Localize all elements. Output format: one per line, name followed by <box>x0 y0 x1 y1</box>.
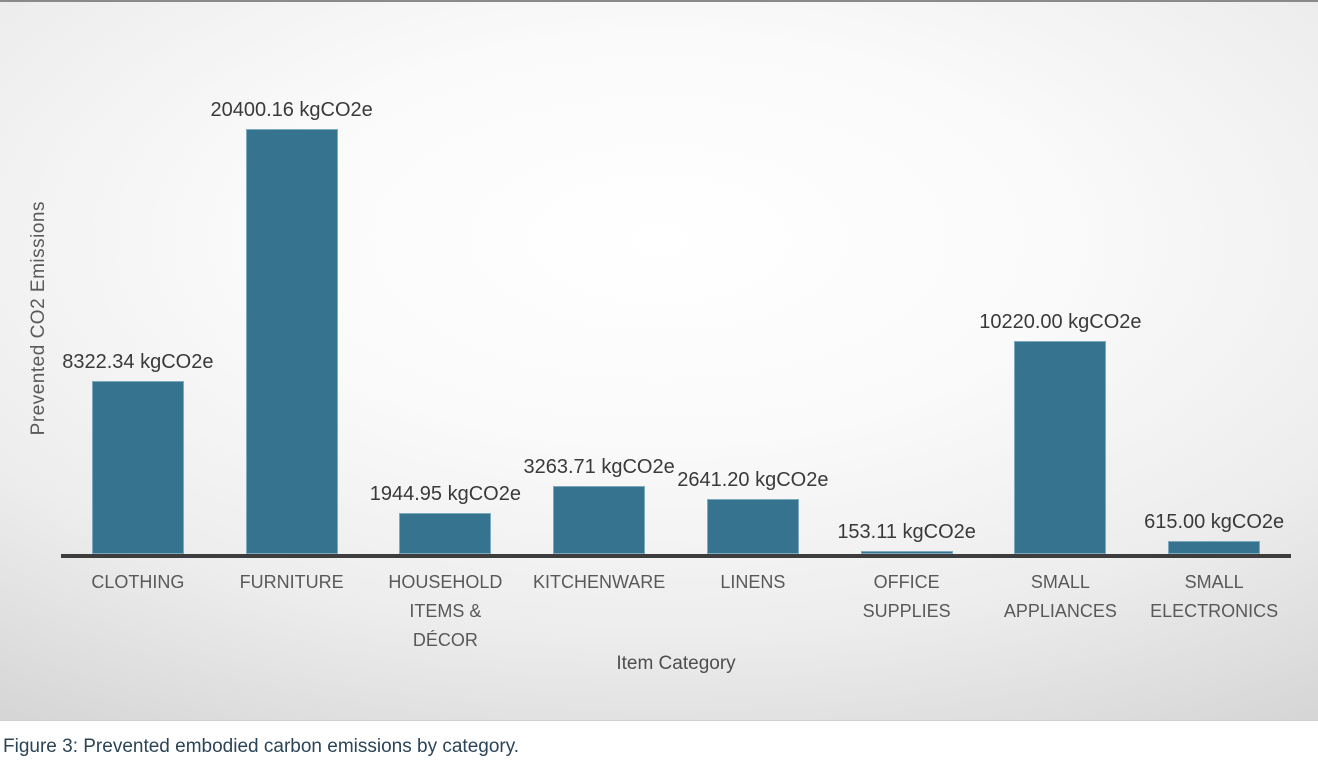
bar-value-label-6: 10220.00 kgCO2e <box>979 311 1142 333</box>
bar-value-label-5: 153.11 kgCO2e <box>837 521 976 543</box>
bar-column-3: 3263.71 kgCO2e <box>522 84 676 554</box>
bar-7 <box>1168 541 1261 554</box>
category-tick-5: OFFICE SUPPLIES <box>862 572 951 621</box>
category-tick-6: SMALL APPLIANCES <box>1003 572 1117 621</box>
bar-6 <box>1014 341 1107 554</box>
x-axis-title: Item Category <box>616 653 736 674</box>
category-axis: CLOTHING FURNITURE HOUSEHOLD ITEMS & DÉCOR… <box>61 568 1291 655</box>
y-axis-title-text: Prevented CO2 Emissions <box>28 200 49 436</box>
bar-column-0: 8322.34 kgCO2e <box>61 84 215 554</box>
plot-area: 8322.34 kgCO2e 20400.16 kgCO2e 1944.95 kgC… <box>61 84 1291 554</box>
figure-caption: Figure 3: Prevented embodied carbon emis… <box>3 736 520 757</box>
bar-column-5: 153.11 kgCO2e <box>830 84 984 554</box>
bar-3 <box>553 486 646 554</box>
category-tick-1: FURNITURE <box>239 572 344 592</box>
x-axis-line <box>61 554 1291 558</box>
bar-column-4: 2641.20 kgCO2e <box>676 84 830 554</box>
bar-column-7: 615.00 kgCO2e <box>1137 84 1291 554</box>
category-tick-3: KITCHENWARE <box>532 572 666 592</box>
category-tick-7: SMALL ELECTRONICS <box>1150 572 1279 621</box>
bar-column-6: 10220.00 kgCO2e <box>979 84 1142 554</box>
bar-value-label-7: 615.00 kgCO2e <box>1144 511 1285 533</box>
bar-5 <box>860 551 953 554</box>
bar-value-label-1: 20400.16 kgCO2e <box>210 99 373 121</box>
chart-panel: Prevented CO2 Emissions 8322.34 kgCO2e 20… <box>0 0 1318 721</box>
category-tick-0: CLOTHING <box>91 572 185 592</box>
bar-1 <box>245 129 338 554</box>
bar-value-label-2: 1944.95 kgCO2e <box>369 483 521 505</box>
bar-column-2: 1944.95 kgCO2e <box>369 84 523 554</box>
bar-column-1: 20400.16 kgCO2e <box>210 84 373 554</box>
bar-4 <box>706 499 799 554</box>
y-axis-title: Prevented CO2 Emissions <box>22 82 56 554</box>
bar-value-label-4: 2641.20 kgCO2e <box>677 469 829 491</box>
category-tick-4: LINENS <box>720 572 786 592</box>
bar-value-label-0: 8322.34 kgCO2e <box>62 351 214 373</box>
bar-0 <box>91 381 184 554</box>
category-tick-2: HOUSEHOLD ITEMS & DÉCOR <box>388 572 503 650</box>
bar-value-label-3: 3263.71 kgCO2e <box>523 456 675 478</box>
bar-2 <box>399 513 492 554</box>
